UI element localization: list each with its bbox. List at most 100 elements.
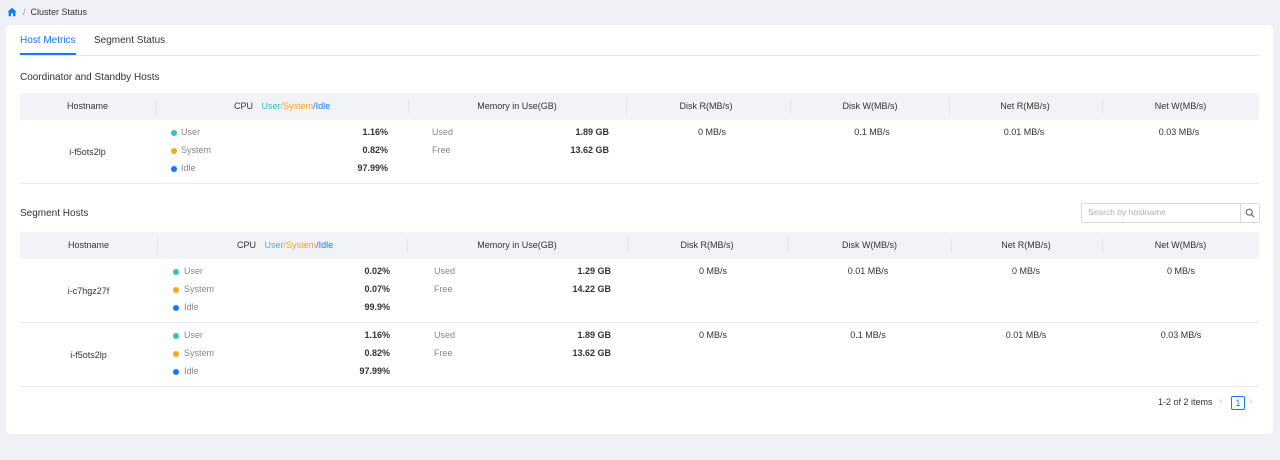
col-disk-r: Disk R(MB/s) [679,101,733,111]
net-w-value: 0.03 MB/s [1160,330,1202,340]
cpu-user-label: User [184,266,204,276]
cpu-system-value: 0.82% [362,145,388,155]
cpu-legend-user: User [261,101,281,111]
breadcrumb-separator: / [23,7,26,17]
header-divider [407,238,408,253]
cpu-legend-sep: / [316,240,319,250]
active-tab-indicator [20,53,76,55]
col-memory: Memory in Use(GB) [477,240,557,250]
col-cpu: CPU User/System/Idle [237,232,333,259]
mem-free-value: 14.22 GB [572,284,611,294]
hostname-search-input[interactable] [1082,204,1244,220]
idle-dot [171,166,177,172]
col-cpu-label: CPU [234,101,254,111]
mem-used-label: Used [432,127,454,137]
home-icon[interactable] [7,7,17,17]
tab-segment-status[interactable]: Segment Status [94,35,166,46]
col-disk-w: Disk W(MB/s) [842,240,897,250]
header-divider [627,238,628,253]
table-header: Hostname CPU User/System/Idle Memory in … [20,232,1259,259]
net-r-value: 0.01 MB/s [1005,330,1047,340]
cpu-system-label: System [181,145,212,155]
chevron-right-icon[interactable]: › [1249,396,1253,407]
search-icon [1245,208,1255,218]
hostname-cell: i-f5ots2lp [69,147,106,157]
cpu-user-value: 0.02% [364,266,390,276]
main-card: Host Metrics Segment Status Coordinator … [6,25,1273,434]
cpu-legend: User/System/Idle [262,101,331,111]
cpu-idle-label: Idle [184,302,199,312]
header-divider [949,99,950,114]
idle-dot [173,369,179,375]
coordinator-table: Hostname CPU User/System/Idle Memory in … [20,93,1259,184]
header-divider [787,238,788,253]
cpu-legend: User/System/Idle [265,240,334,250]
col-net-w: Net W(MB/s) [1154,240,1207,250]
system-dot [173,287,179,293]
cpu-system-value: 0.07% [364,284,390,294]
cpu-idle-label: Idle [181,163,196,173]
disk-r-value: 0 MB/s [697,127,726,137]
page-1-button[interactable]: 1 [1231,396,1245,410]
cpu-legend-system: System [283,101,314,111]
cpu-system-label: System [184,348,215,358]
col-hostname: Hostname [66,101,109,111]
disk-w-value: 0.1 MB/s [854,127,890,137]
table-row: i-f5ots2lp User 1.16% System 0.82% Idle … [20,323,1259,387]
system-dot [173,351,179,357]
tab-bar: Host Metrics Segment Status [20,25,1259,56]
disk-r-value: 0 MB/s [698,330,727,340]
col-cpu: CPU User/System/Idle [234,93,330,120]
table-header: Hostname CPU User/System/Idle Memory in … [20,93,1259,120]
breadcrumb-current: Cluster Status [30,7,88,17]
header-divider [790,99,791,114]
mem-free-value: 13.62 GB [570,145,609,155]
mem-used-value: 1.29 GB [577,266,611,276]
header-divider [1102,99,1103,114]
col-net-r: Net R(MB/s) [1001,240,1051,250]
chevron-left-icon[interactable]: ‹ [1219,396,1223,407]
col-net-w: Net W(MB/s) [1154,101,1207,111]
breadcrumb: / Cluster Status [7,6,87,18]
disk-w-value: 0.1 MB/s [850,330,886,340]
cpu-user-label: User [181,127,201,137]
cpu-legend-sep: / [280,101,284,111]
mem-used-label: Used [434,330,456,340]
col-memory: Memory in Use(GB) [477,101,557,111]
cpu-user-value: 1.16% [364,330,390,340]
hostname-cell: i-f5ots2lp [70,350,107,360]
table-row: i-f5ots2lp User 1.16% System 0.82% Idle … [20,120,1259,184]
header-divider [626,99,627,114]
system-dot [171,148,177,154]
col-hostname: Hostname [67,240,110,250]
pagination-summary: 1-2 of 2 items [1158,397,1213,407]
cpu-legend-system: System [286,240,317,250]
user-dot [171,130,177,136]
header-divider [157,238,158,253]
disk-w-value: 0.01 MB/s [847,266,889,276]
cpu-idle-value: 97.99% [357,163,388,173]
col-cpu-label: CPU [237,240,257,250]
cpu-legend-sep: / [283,240,287,250]
cpu-system-value: 0.82% [364,348,390,358]
mem-free-label: Free [432,145,451,155]
net-r-value: 0 MB/s [1011,266,1040,276]
cpu-legend-sep: / [313,101,316,111]
user-dot [173,333,179,339]
net-w-value: 0 MB/s [1166,266,1195,276]
mem-used-value: 1.89 GB [575,127,609,137]
tab-host-metrics[interactable]: Host Metrics [20,35,76,46]
mem-free-value: 13.62 GB [572,348,611,358]
search-button[interactable] [1240,203,1260,223]
mem-free-label: Free [434,284,453,294]
cpu-legend-idle: Idle [315,101,331,111]
header-divider [951,238,952,253]
net-r-value: 0.01 MB/s [1003,127,1045,137]
mem-used-label: Used [434,266,456,276]
header-divider [155,99,156,114]
idle-dot [173,305,179,311]
cpu-system-label: System [184,284,215,294]
segment-table: Hostname CPU User/System/Idle Memory in … [20,232,1259,387]
cpu-idle-value: 97.99% [359,366,390,376]
hostname-search-box [1081,203,1244,223]
